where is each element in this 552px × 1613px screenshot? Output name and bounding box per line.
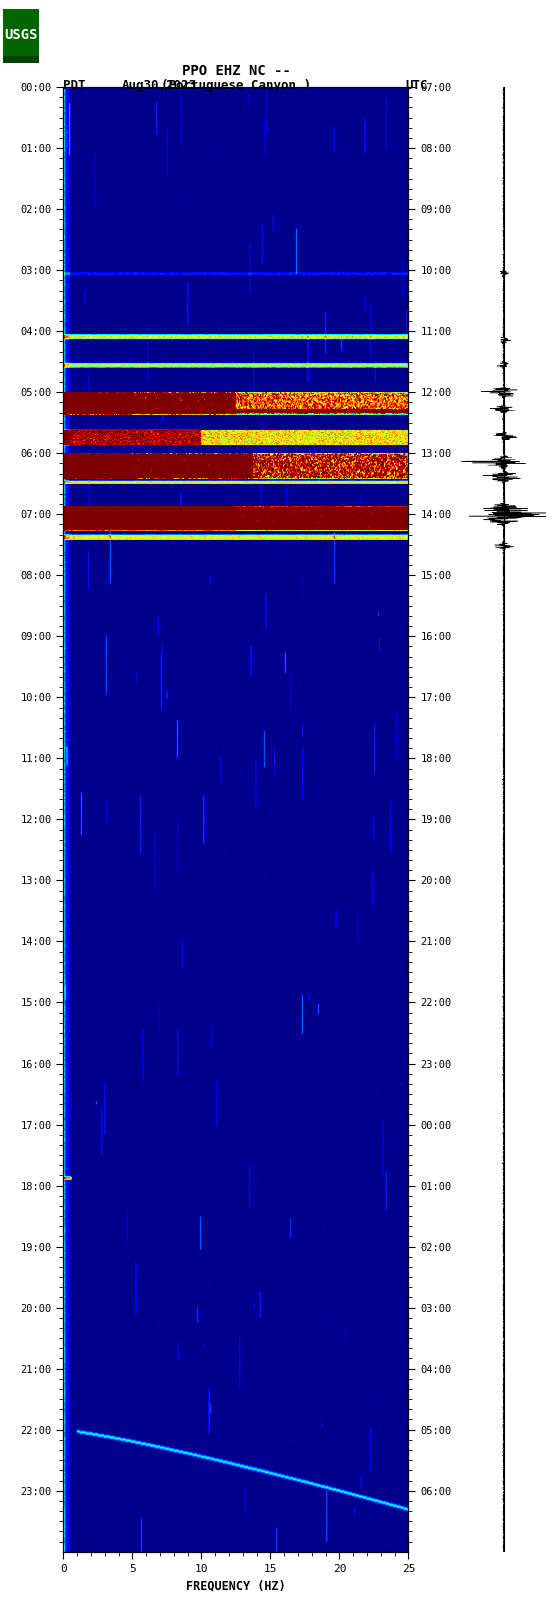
Text: PPO EHZ NC --: PPO EHZ NC --: [182, 65, 290, 77]
Text: (Portuguese Canyon ): (Portuguese Canyon ): [161, 79, 311, 92]
FancyBboxPatch shape: [3, 10, 39, 60]
Text: USGS: USGS: [4, 27, 38, 42]
Text: UTC: UTC: [406, 79, 428, 92]
X-axis label: FREQUENCY (HZ): FREQUENCY (HZ): [186, 1579, 286, 1592]
Text: Aug30,2023: Aug30,2023: [121, 79, 197, 92]
Text: PDT: PDT: [63, 79, 86, 92]
FancyBboxPatch shape: [3, 56, 39, 63]
